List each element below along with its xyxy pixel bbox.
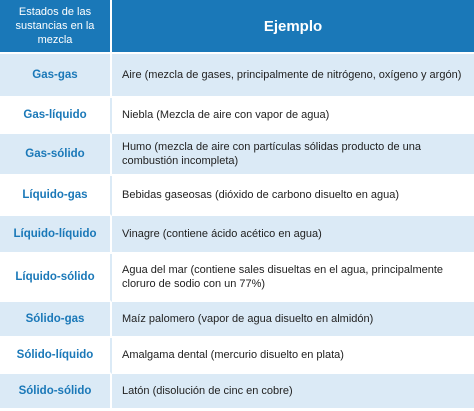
- header-state: Estados de las sustancias en la mezcla: [0, 0, 112, 54]
- table-row: Sólido-sólido Latón (disolución de cinc …: [0, 374, 474, 410]
- table-row: Gas-líquido Niebla (Mezcla de aire con v…: [0, 98, 474, 134]
- state-cell: Líquido-sólido: [0, 254, 112, 302]
- state-cell: Gas-sólido: [0, 134, 112, 176]
- state-cell: Gas-gas: [0, 54, 112, 98]
- example-cell: Vinagre (contiene ácido acético en agua): [112, 216, 474, 254]
- state-cell: Sólido-líquido: [0, 338, 112, 374]
- state-cell: Líquido-líquido: [0, 216, 112, 254]
- table-row: Sólido-gas Maíz palomero (vapor de agua …: [0, 302, 474, 338]
- example-cell: Agua del mar (contiene sales disueltas e…: [112, 254, 474, 302]
- state-cell: Sólido-sólido: [0, 374, 112, 410]
- table-row: Gas-sólido Humo (mezcla de aire con part…: [0, 134, 474, 176]
- example-cell: Humo (mezcla de aire con partículas sóli…: [112, 134, 474, 176]
- table-row: Líquido-sólido Agua del mar (contiene sa…: [0, 254, 474, 302]
- table-row: Líquido-líquido Vinagre (contiene ácido …: [0, 216, 474, 254]
- table-row: Líquido-gas Bebidas gaseosas (dióxido de…: [0, 176, 474, 216]
- state-cell: Líquido-gas: [0, 176, 112, 216]
- example-cell: Latón (disolución de cinc en cobre): [112, 374, 474, 410]
- table-row: Sólido-líquido Amalgama dental (mercurio…: [0, 338, 474, 374]
- example-cell: Niebla (Mezcla de aire con vapor de agua…: [112, 98, 474, 134]
- header-example: Ejemplo: [112, 0, 474, 54]
- state-cell: Sólido-gas: [0, 302, 112, 338]
- table-header-row: Estados de las sustancias en la mezcla E…: [0, 0, 474, 54]
- example-cell: Aire (mezcla de gases, principalmente de…: [112, 54, 474, 98]
- table-row: Gas-gas Aire (mezcla de gases, principal…: [0, 54, 474, 98]
- state-cell: Gas-líquido: [0, 98, 112, 134]
- example-cell: Amalgama dental (mercurio disuelto en pl…: [112, 338, 474, 374]
- example-cell: Maíz palomero (vapor de agua disuelto en…: [112, 302, 474, 338]
- example-cell: Bebidas gaseosas (dióxido de carbono dis…: [112, 176, 474, 216]
